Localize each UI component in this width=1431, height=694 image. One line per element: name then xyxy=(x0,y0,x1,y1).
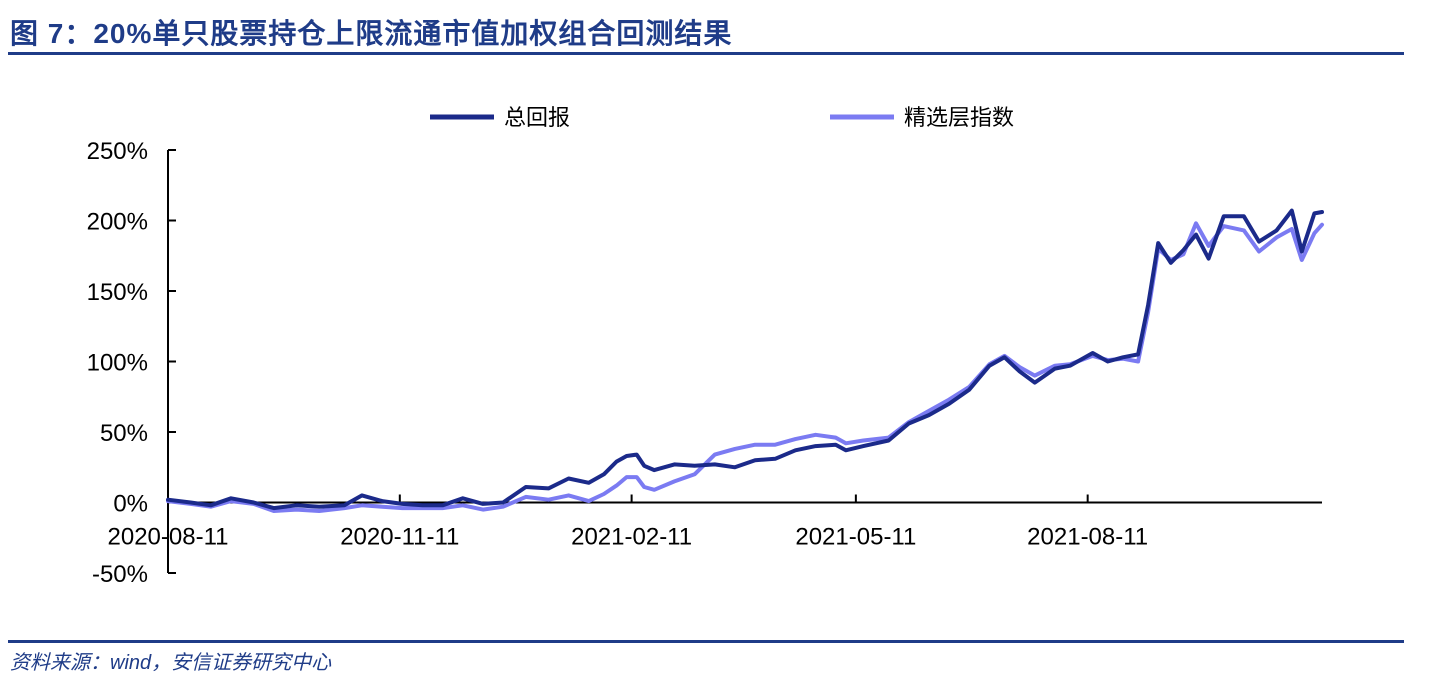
source-rule xyxy=(8,640,1404,643)
y-tick-label: -50% xyxy=(92,561,148,588)
series-line-total-return xyxy=(166,208,1324,511)
source-note: 资料来源：wind，安信证券研究中心 xyxy=(10,652,332,674)
y-tick-label: 150% xyxy=(87,279,148,306)
title-rule xyxy=(8,52,1404,55)
legend: 总回报 精选层指数 xyxy=(430,105,1014,130)
x-tick-label: 2020-08-11 xyxy=(108,524,229,551)
axes: -50% 0% 50% 100% 150% 200% 250% 2020-08-11 2020-… xyxy=(87,138,1322,588)
x-tick-label: 2021-08-11 xyxy=(1027,524,1148,551)
x-tick-label: 2021-05-11 xyxy=(795,524,916,551)
y-tick-label: 0% xyxy=(113,491,148,518)
x-tick-label: 2021-02-11 xyxy=(571,524,692,551)
legend-label-index: 精选层指数 xyxy=(904,105,1014,130)
y-tick-label: 200% xyxy=(87,209,148,236)
series-lines xyxy=(166,208,1324,513)
figure-title: 图 7：20%单只股票持仓上限流通市值加权组合回测结果 xyxy=(10,18,733,49)
series-line-index xyxy=(166,221,1324,513)
y-tick-label: 250% xyxy=(87,138,148,165)
legend-label-total-return: 总回报 xyxy=(504,105,570,130)
y-tick-label: 100% xyxy=(87,350,148,377)
x-tick-label: 2020-11-11 xyxy=(340,524,459,551)
y-tick-label: 50% xyxy=(100,420,148,447)
